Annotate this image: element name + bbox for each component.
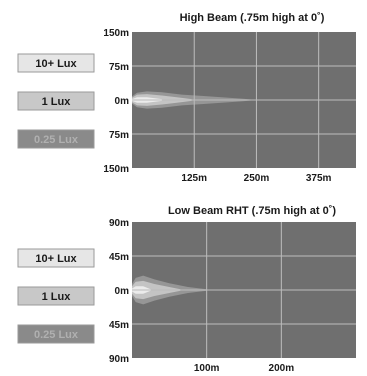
legend-item: 0.25 Lux	[17, 324, 95, 344]
y-tick-label: 45m	[109, 320, 129, 331]
legend-swatch	[17, 324, 95, 344]
legend-swatch	[17, 129, 95, 149]
low-beam-x-axis: 100m 200m	[194, 363, 294, 374]
low-beam-title: Low Beam RHT (.75m high at 0˚)	[168, 205, 336, 217]
low-beam-grid	[132, 222, 356, 358]
high-beam-chart: High Beam (.75m high at 0˚) 150m 75m 0m 75m…	[17, 12, 356, 184]
high-beam-x-axis: 125m 250m 375m	[181, 173, 331, 184]
y-tick-label: 0m	[115, 286, 130, 297]
x-tick-label: 125m	[181, 173, 207, 184]
legend-item: 10+ Lux	[17, 53, 95, 73]
low-beam-legend: 10+ Lux 1 Lux 0.25 Lux	[17, 248, 95, 344]
legend-label: 1 Lux	[42, 291, 72, 303]
high-beam-title: High Beam (.75m high at 0˚)	[180, 12, 325, 24]
legend-item: 0.25 Lux	[17, 129, 95, 149]
y-tick-label: 90m	[109, 354, 129, 365]
y-tick-label: 0m	[115, 96, 130, 107]
legend-label: 10+ Lux	[35, 253, 77, 265]
legend-label: 0.25 Lux	[34, 134, 79, 146]
high-beam-grid	[132, 32, 356, 168]
legend-swatch	[17, 53, 95, 73]
x-tick-label: 375m	[306, 173, 332, 184]
legend-item: 1 Lux	[17, 91, 95, 111]
y-tick-label: 75m	[109, 130, 129, 141]
y-tick-label: 150m	[103, 164, 129, 175]
legend-swatch	[17, 286, 95, 306]
low-beam-chart: Low Beam RHT (.75m high at 0˚) 90m 45m 0m 4…	[17, 205, 356, 374]
legend-swatch	[17, 248, 95, 268]
high-beam-legend: 10+ Lux 1 Lux 0.25 Lux	[17, 53, 95, 149]
y-tick-label: 90m	[109, 218, 129, 229]
x-tick-label: 200m	[269, 363, 295, 374]
legend-swatch	[17, 91, 95, 111]
legend-label: 0.25 Lux	[34, 329, 79, 341]
x-tick-label: 250m	[244, 173, 270, 184]
y-tick-label: 75m	[109, 62, 129, 73]
y-tick-label: 150m	[103, 28, 129, 39]
high-beam-y-axis: 150m 75m 0m 75m 150m	[103, 28, 129, 175]
legend-label: 1 Lux	[42, 96, 72, 108]
legend-item: 10+ Lux	[17, 248, 95, 268]
x-tick-label: 100m	[194, 363, 220, 374]
low-beam-y-axis: 90m 45m 0m 45m 90m	[109, 218, 129, 365]
y-tick-label: 45m	[109, 252, 129, 263]
legend-label: 10+ Lux	[35, 58, 77, 70]
legend-item: 1 Lux	[17, 286, 95, 306]
